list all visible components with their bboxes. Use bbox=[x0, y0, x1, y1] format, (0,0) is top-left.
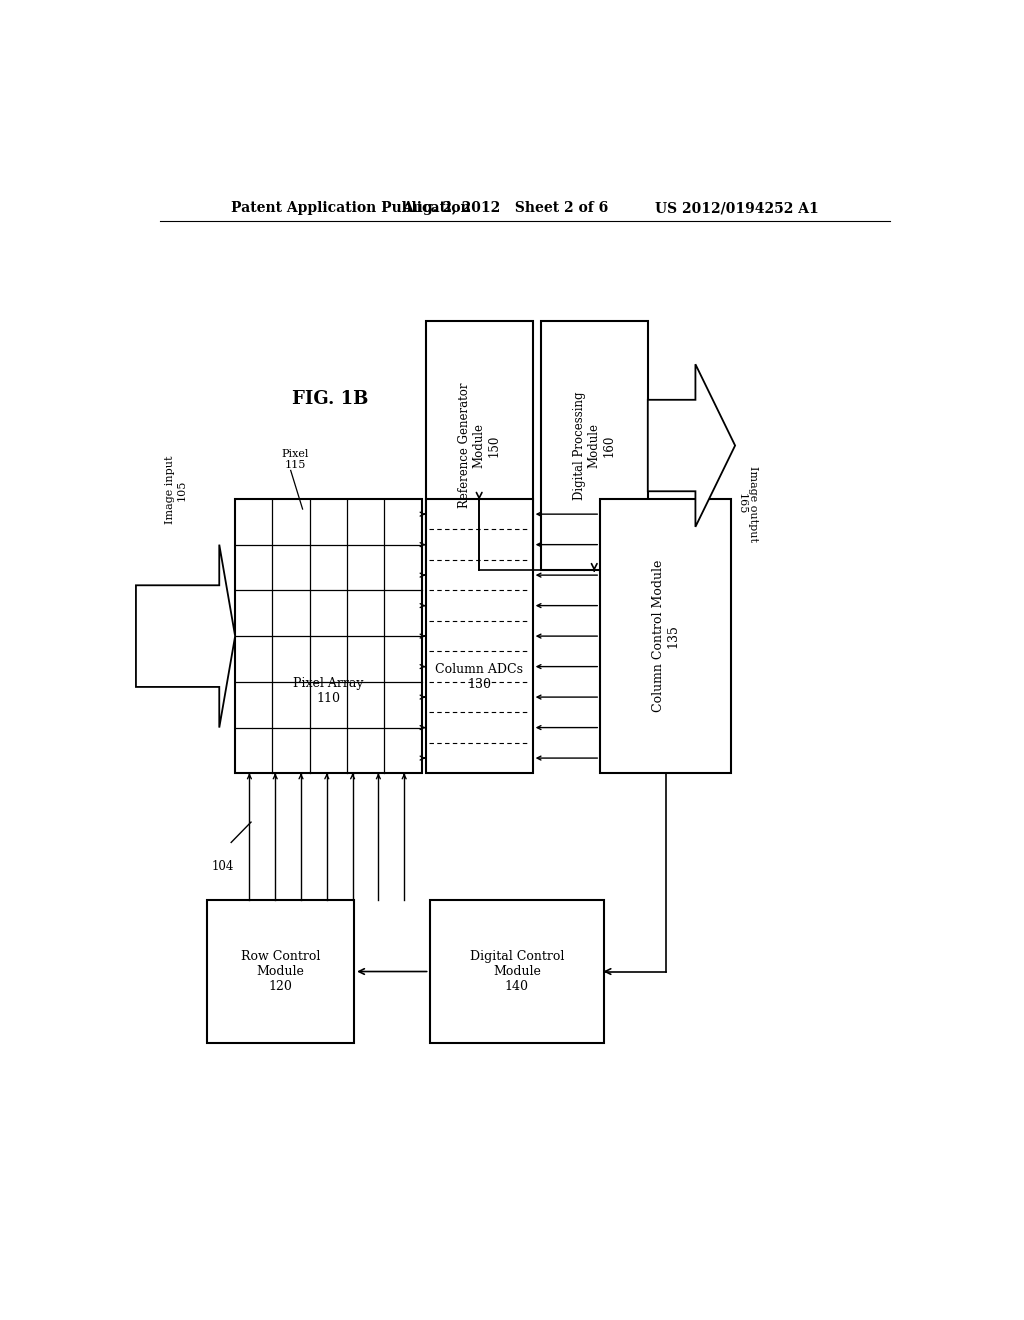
Bar bbox=[426, 499, 532, 774]
Text: FIG. 1B: FIG. 1B bbox=[292, 391, 369, 408]
Bar bbox=[430, 900, 604, 1043]
Text: US 2012/0194252 A1: US 2012/0194252 A1 bbox=[654, 201, 818, 215]
Bar bbox=[236, 499, 422, 774]
Bar bbox=[541, 321, 648, 570]
Text: Image output
165: Image output 165 bbox=[736, 466, 758, 543]
Text: Digital Control
Module
140: Digital Control Module 140 bbox=[470, 950, 564, 993]
Text: Patent Application Publication: Patent Application Publication bbox=[231, 201, 471, 215]
Text: Digital Processing
Module
160: Digital Processing Module 160 bbox=[572, 391, 615, 500]
Text: Aug. 2, 2012   Sheet 2 of 6: Aug. 2, 2012 Sheet 2 of 6 bbox=[401, 201, 608, 215]
Text: Reference Generator
Module
150: Reference Generator Module 150 bbox=[458, 383, 501, 508]
Text: Column Control Module
135: Column Control Module 135 bbox=[651, 560, 680, 713]
Bar bbox=[426, 321, 532, 570]
Text: Column ADCs
130: Column ADCs 130 bbox=[435, 663, 523, 692]
Bar bbox=[207, 900, 354, 1043]
Polygon shape bbox=[136, 545, 236, 727]
Text: Image input
105: Image input 105 bbox=[165, 455, 186, 524]
Bar bbox=[600, 499, 731, 774]
Text: Pixel Array
110: Pixel Array 110 bbox=[293, 677, 364, 705]
Text: 104: 104 bbox=[211, 859, 233, 873]
Text: Row Control
Module
120: Row Control Module 120 bbox=[241, 950, 321, 993]
Text: Pixel
115: Pixel 115 bbox=[282, 449, 308, 470]
Polygon shape bbox=[648, 364, 735, 527]
